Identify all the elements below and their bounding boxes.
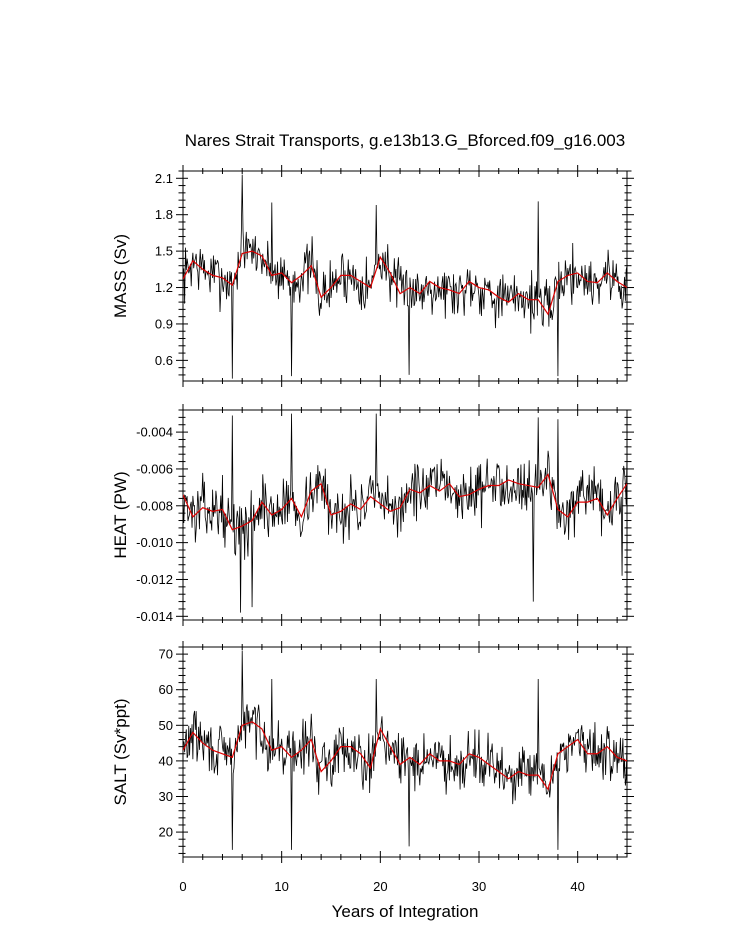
x-tick-label: 30	[472, 879, 486, 894]
heat-ytick-label: -0.004	[136, 425, 173, 440]
mass-panel: 0.6 0.9 1.2 1.5 1.8 2.1 MASS (Sv)	[111, 165, 634, 387]
salt-annual-mean-series-line	[183, 721, 627, 791]
mass-plot-frame	[182, 170, 628, 382]
heat-ytick-label: -0.012	[136, 572, 173, 587]
mass-monthly-series-line	[183, 174, 627, 379]
salt-ytick-label: 20	[159, 825, 173, 840]
mass-y-axis-label: MASS (Sv)	[111, 234, 130, 318]
heat-ytick-label: -0.010	[136, 535, 173, 550]
heat-annual-mean-series-line	[183, 473, 627, 531]
mass-ytick-label: 1.2	[155, 280, 173, 295]
x-tick-label: 20	[373, 879, 387, 894]
x-axis-label: Years of Integration	[332, 902, 479, 921]
salt-panel: 20 30 40 50 60 70 SALT (Sv*ppt)	[111, 641, 634, 863]
mass-ytick-label: 0.9	[155, 316, 173, 331]
mass-ytick-label: 1.5	[155, 244, 173, 259]
heat-ytick-label: -0.006	[136, 461, 173, 476]
heat-panel: -0.014 -0.012 -0.010 -0.008 -0.006 -0.004 HEAT…	[111, 404, 634, 626]
salt-ytick-label: 40	[159, 753, 173, 768]
chart-title: Nares Strait Transports, g.e13b13.G_Bfor…	[185, 131, 625, 150]
heat-y-axis-label: HEAT (PW)	[111, 471, 130, 558]
mass-annual-mean-series-line	[183, 250, 627, 316]
mass-ytick-label: 0.6	[155, 353, 173, 368]
mass-ytick-label: 2.1	[155, 171, 173, 186]
salt-ytick-label: 30	[159, 789, 173, 804]
mass-ytick-label: 1.8	[155, 207, 173, 222]
salt-ytick-label: 50	[159, 718, 173, 733]
salt-y-axis-label: SALT (Sv*ppt)	[111, 698, 130, 805]
heat-ytick-label: -0.008	[136, 498, 173, 513]
salt-ytick-label: 60	[159, 682, 173, 697]
heat-ytick-label: -0.014	[136, 609, 173, 624]
x-tick-labels: 0 10 20 30 40	[179, 879, 585, 894]
salt-ytick-label: 70	[159, 647, 173, 662]
x-tick-label: 40	[570, 879, 584, 894]
x-tick-label: 0	[179, 879, 186, 894]
salt-monthly-series-line	[183, 650, 627, 850]
x-tick-label: 10	[274, 879, 288, 894]
heat-plot-frame	[182, 409, 628, 621]
heat-monthly-series-line	[183, 413, 627, 613]
